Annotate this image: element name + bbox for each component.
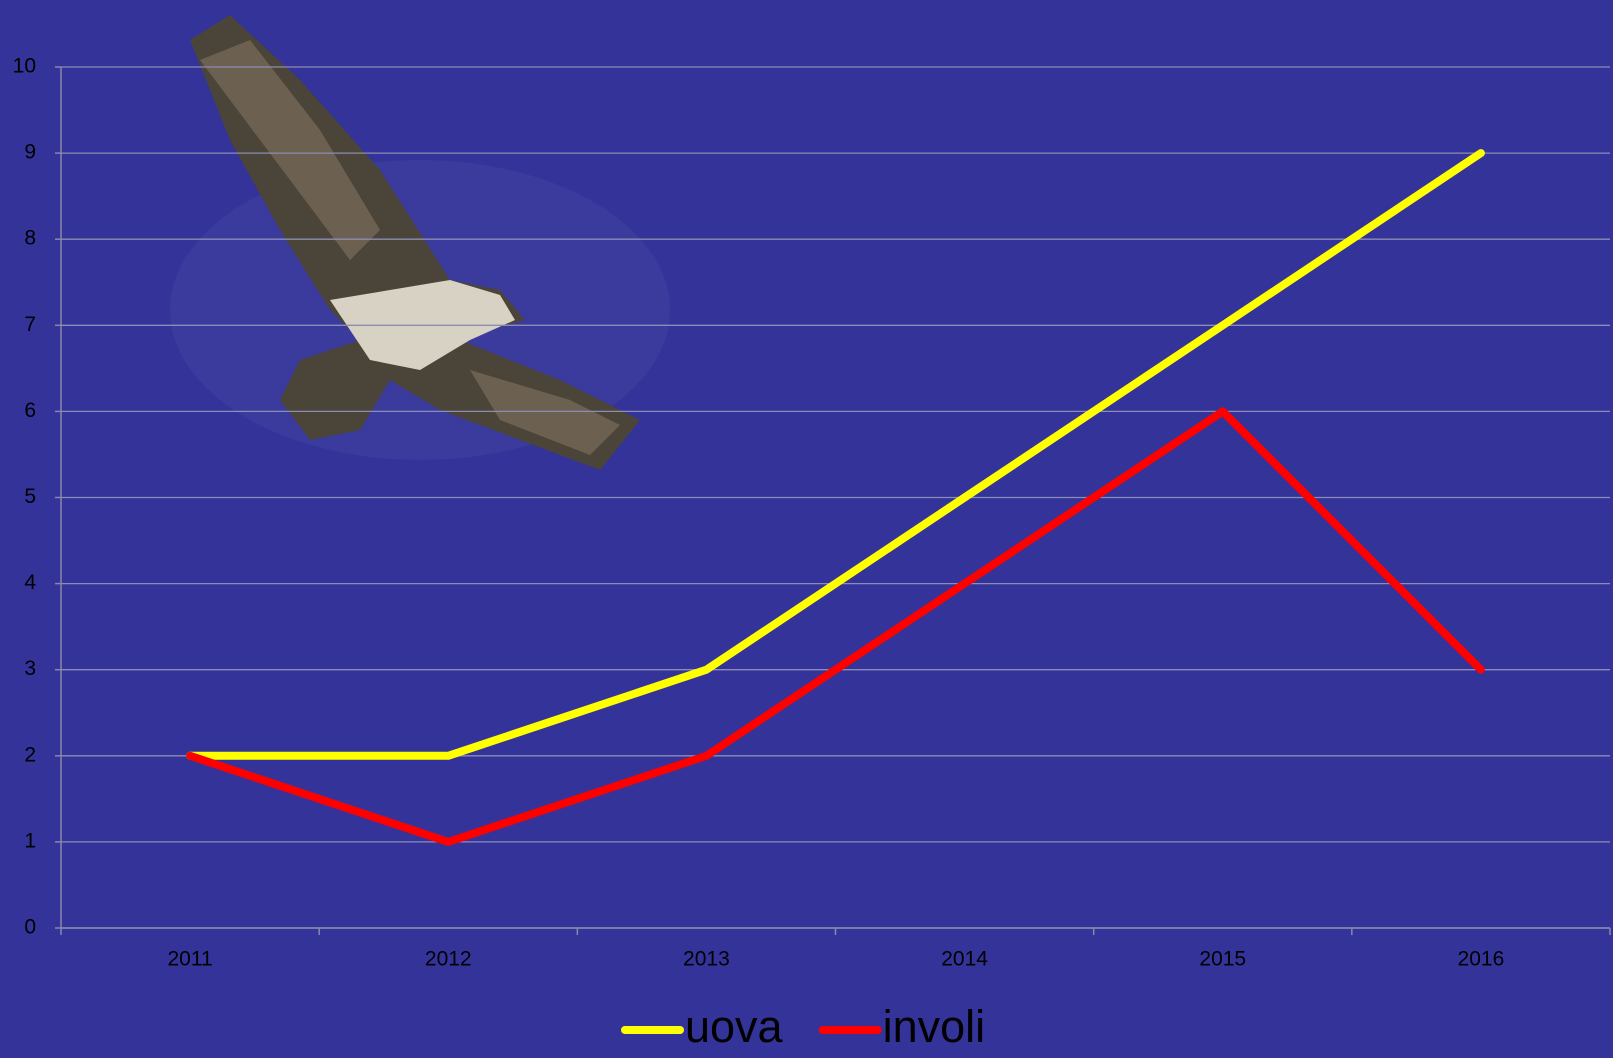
legend-label: uova <box>685 1001 784 1052</box>
y-tick-label: 5 <box>24 485 36 508</box>
x-tick-label: 2013 <box>683 948 730 971</box>
x-tick-label: 2012 <box>425 948 472 971</box>
x-tick-label: 2014 <box>941 948 988 971</box>
y-tick-label: 6 <box>24 399 36 422</box>
legend-label: involi <box>883 1001 986 1052</box>
y-tick-label: 0 <box>24 916 36 939</box>
y-tick-label: 3 <box>24 657 36 680</box>
y-tick-label: 4 <box>24 571 36 594</box>
series-line <box>186 149 1485 760</box>
y-tick-label: 10 <box>13 55 36 78</box>
y-tick-label: 1 <box>24 829 36 852</box>
x-tick-label: 2011 <box>167 948 212 971</box>
x-tick-label: 2016 <box>1458 948 1505 971</box>
x-tick-label: 2015 <box>1199 948 1246 971</box>
y-tick-label: 9 <box>24 141 36 164</box>
y-tick-label: 2 <box>24 743 36 766</box>
y-tick-label: 8 <box>24 227 36 250</box>
y-tick-label: 7 <box>24 313 36 336</box>
series-line <box>186 407 1485 846</box>
